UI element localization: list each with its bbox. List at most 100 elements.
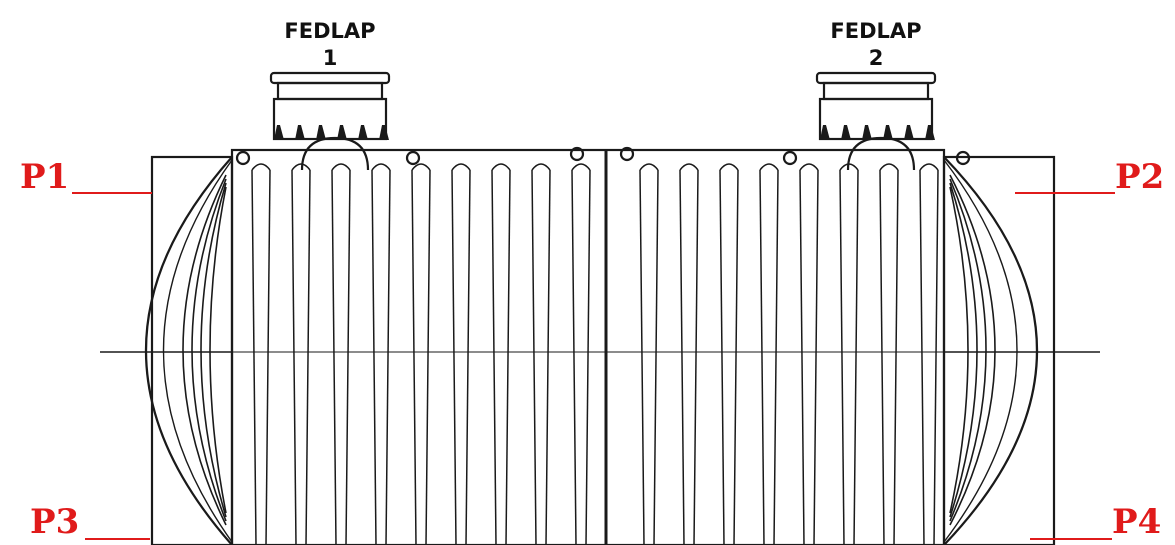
rib-line (853, 169, 859, 545)
dome-rib-right (949, 182, 978, 518)
rib-line (653, 169, 659, 545)
rib-line (265, 169, 271, 545)
rib-top (371, 163, 391, 171)
lid-1-neck (272, 97, 388, 141)
point-p1-leader (72, 192, 152, 194)
rib-top (291, 163, 311, 171)
neck-tooth (358, 125, 368, 140)
left-dome (144, 156, 233, 545)
lid-1-cap (269, 71, 391, 85)
lug (782, 150, 798, 166)
rib-line (451, 169, 457, 545)
rib-top (719, 163, 739, 171)
lid-2-neck (818, 97, 934, 141)
rib-line (411, 169, 417, 545)
rib-line (305, 169, 311, 545)
rib-line (799, 169, 805, 545)
rib-line (679, 169, 685, 545)
rib-line (759, 169, 765, 545)
dome-rib-right (949, 178, 987, 522)
rib-line (545, 169, 551, 545)
point-label-p1: P1 (20, 157, 70, 197)
neck-tooth (337, 125, 347, 140)
rib-top (411, 163, 431, 171)
rib-top (451, 163, 471, 171)
rib-line (345, 169, 351, 545)
rib-top (531, 163, 551, 171)
point-p3-leader (85, 538, 150, 540)
lid-1-arch (300, 136, 370, 171)
lid-label-1: FEDLAP 1 (260, 18, 400, 72)
rib-top (679, 163, 699, 171)
right-dome (943, 156, 1038, 545)
rib-line (693, 169, 699, 545)
point-label-p4: P4 (1112, 502, 1162, 542)
lug (619, 146, 635, 162)
lid-2-arch (846, 136, 916, 171)
neck-tooth (820, 125, 830, 140)
lug (955, 150, 971, 166)
rib-top (919, 163, 939, 171)
rib-line (879, 169, 885, 545)
point-p2-leader (1015, 192, 1115, 194)
rib-line (505, 169, 511, 545)
neck-tooth (862, 125, 872, 140)
rib-top (639, 163, 659, 171)
dome-rib-right (949, 186, 969, 514)
neck-tooth (295, 125, 305, 140)
rib-line (639, 169, 645, 545)
lid-2-cap (815, 71, 937, 85)
rib-top (331, 163, 351, 171)
rib-line (251, 169, 257, 545)
rib-line (719, 169, 725, 545)
rib-line (331, 169, 337, 545)
lid-2-ring (822, 81, 930, 101)
lid-label-1-number: 1 (322, 46, 338, 70)
neck-tooth (925, 125, 935, 140)
rib-top (571, 163, 591, 171)
tank-ribs (251, 163, 939, 545)
neck-tooth (274, 125, 284, 140)
point-label-p3: P3 (30, 502, 80, 542)
neck-tooth (841, 125, 851, 140)
neck-tooth (904, 125, 914, 140)
rib-line (585, 169, 591, 545)
neck-tooth (379, 125, 389, 140)
rib-line (773, 169, 779, 545)
dome-rib-left (209, 186, 227, 514)
rib-line (839, 169, 845, 545)
rib-line (933, 169, 939, 545)
lid-label-2-title: FEDLAP (830, 19, 922, 43)
dome-ribs (100, 174, 1100, 526)
dome-rib-right (949, 174, 996, 526)
rib-line (491, 169, 497, 545)
dome-rib-left (191, 178, 227, 522)
rib-line (733, 169, 739, 545)
point-label-p2: P2 (1115, 157, 1165, 197)
neck-teeth (274, 125, 935, 140)
rib-line (919, 169, 925, 545)
rib-top (759, 163, 779, 171)
rib-line (465, 169, 471, 545)
point-p4-leader (1030, 538, 1112, 540)
rib-line (291, 169, 297, 545)
rib-top (799, 163, 819, 171)
rib-top (491, 163, 511, 171)
rib-line (571, 169, 577, 545)
rib-top (839, 163, 859, 171)
lug (235, 150, 251, 166)
tank-body (230, 148, 946, 545)
lid-1-ring (276, 81, 384, 101)
lug (569, 146, 585, 162)
rib-line (371, 169, 377, 545)
rib-line (531, 169, 537, 545)
lug (405, 150, 421, 166)
neck-tooth (883, 125, 893, 140)
rib-top (879, 163, 899, 171)
left-dome-inner (162, 159, 233, 543)
rib-line (893, 169, 899, 545)
rib-line (813, 169, 819, 545)
neck-tooth (316, 125, 326, 140)
